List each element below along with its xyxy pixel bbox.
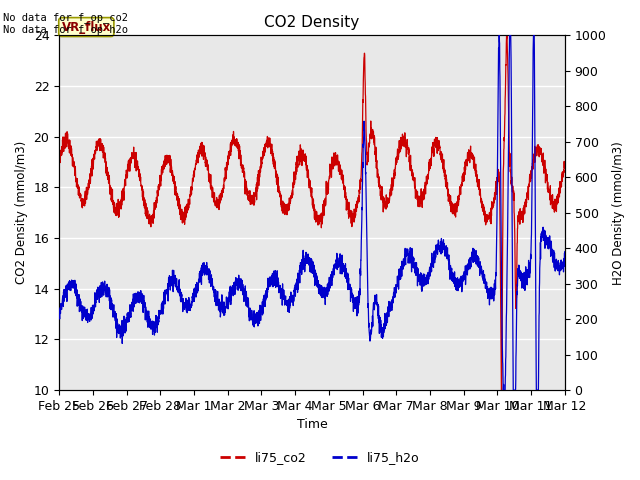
Text: VR_flux: VR_flux (61, 21, 111, 34)
X-axis label: Time: Time (296, 419, 328, 432)
Y-axis label: CO2 Density (mmol/m3): CO2 Density (mmol/m3) (15, 141, 28, 284)
Title: CO2 Density: CO2 Density (264, 15, 360, 30)
Legend: li75_co2, li75_h2o: li75_co2, li75_h2o (215, 446, 425, 469)
Y-axis label: H2O Density (mmol/m3): H2O Density (mmol/m3) (612, 141, 625, 285)
Text: No data for f_op_co2
No data for f_op_h2o: No data for f_op_co2 No data for f_op_h2… (3, 12, 128, 36)
